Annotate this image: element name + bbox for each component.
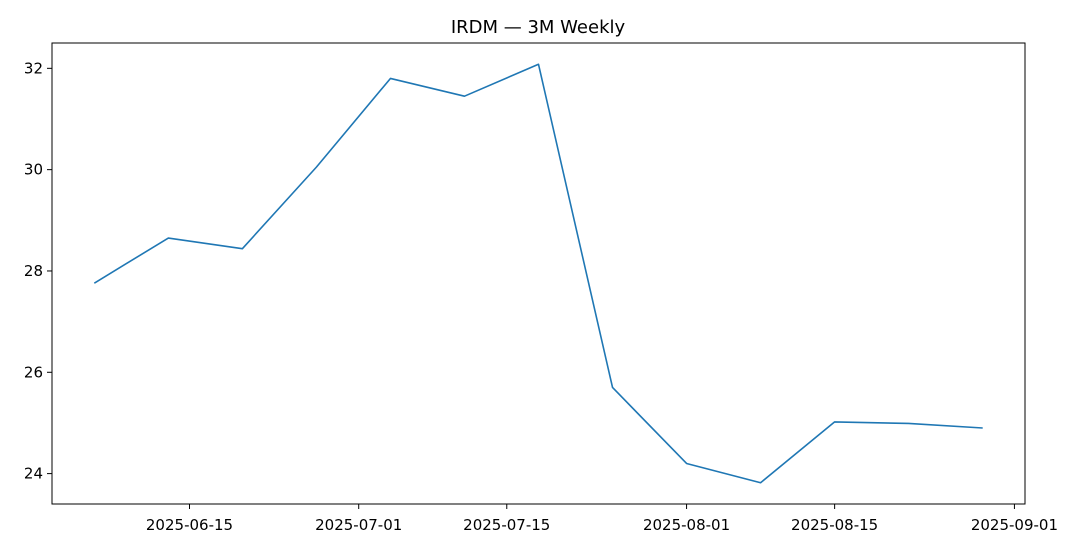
y-tick-label: 30 [24,161,43,179]
x-tick-label: 2025-09-01 [971,516,1058,534]
x-tick-label: 2025-08-15 [791,516,878,534]
series-line-0 [93,63,983,484]
y-tick-label: 26 [24,363,43,381]
y-tick-label: 28 [24,262,43,280]
y-tick-label: 24 [24,465,43,483]
x-tick-label: 2025-06-15 [146,516,233,534]
plot-frame [51,42,1026,505]
x-tick-label: 2025-07-01 [315,516,402,534]
y-tick-label: 32 [24,59,43,77]
chart-title: IRDM — 3M Weekly [451,17,626,38]
x-tick-label: 2025-07-15 [463,516,550,534]
plot-area [93,63,983,484]
y-axis: 24 26 28 30 32 [24,59,52,483]
x-axis: 2025-06-15 2025-07-01 2025-07-15 2025-08-01… [146,504,1058,534]
x-tick-label: 2025-08-01 [643,516,730,534]
